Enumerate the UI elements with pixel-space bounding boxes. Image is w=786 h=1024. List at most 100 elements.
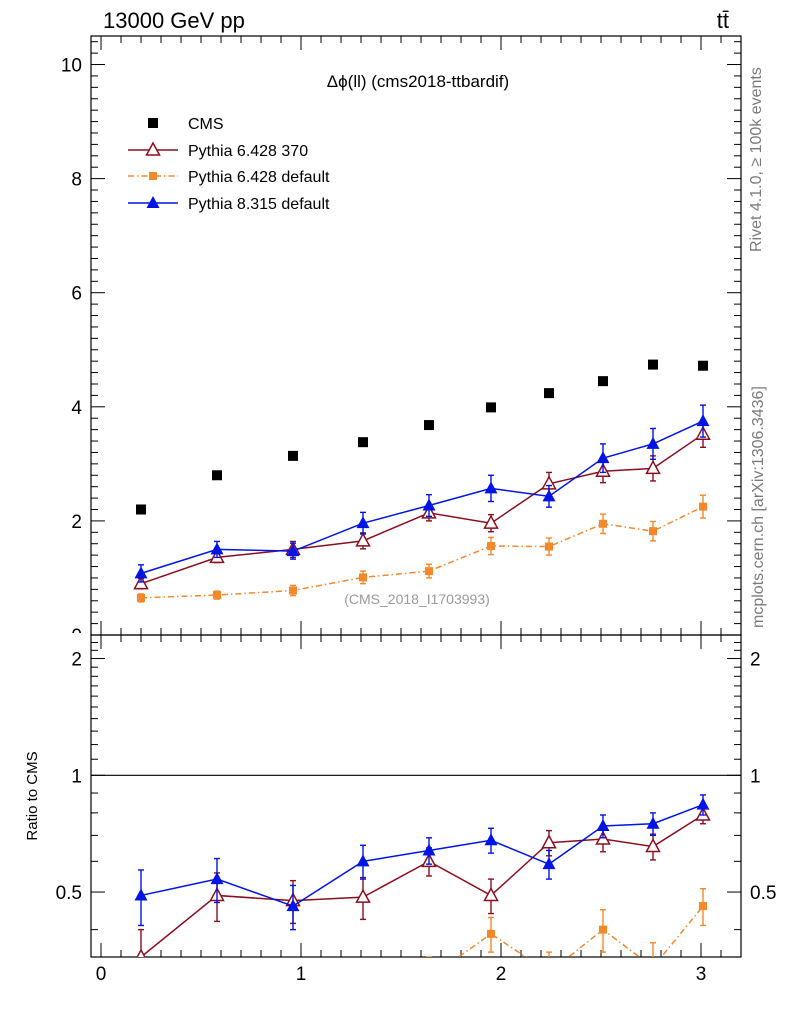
- legend-marker-pythia-6-428-370: [145, 141, 161, 156]
- legend: CMS Pythia 6.428 370 Pythia 6.428 default P…: [128, 116, 330, 213]
- ratio-tick-label-right: 0.5: [750, 883, 776, 904]
- ratio-line-pythia-6-428-default: [457, 905, 704, 957]
- legend-label-pythia-8-315-default: Pythia 8.315 default: [188, 196, 330, 213]
- ratio-point-pythia-8-315-default: [542, 857, 556, 870]
- data-point-pythia-8-315-default: [286, 544, 300, 557]
- plot-title: Δϕ(ll) (cms2018-ttbardif): [327, 72, 509, 91]
- analysis-watermark: (CMS_2018_I1703993): [344, 591, 490, 607]
- series-line-pythia-6-428-default: [140, 505, 704, 599]
- data-point-pythia-6-428-default: [213, 591, 221, 600]
- legend-entry-pythia-6-428-default: Pythia 6.428 default: [128, 169, 330, 186]
- ratio-point-pythia-6-428-default: [599, 925, 607, 934]
- data-point-cms: [288, 450, 298, 461]
- legend-entry-cms: CMS: [148, 116, 224, 133]
- ratio-point-pythia-8-315-default: [210, 872, 224, 885]
- y-tick-label: 4: [71, 398, 82, 419]
- ratio-point-pythia-6-428-default: [425, 974, 433, 982]
- ratio-point-pythia-6-428-370: [355, 888, 371, 903]
- ratio-point-pythia-6-428-default: [137, 974, 145, 982]
- data-point-pythia-8-315-default: [210, 542, 224, 555]
- data-point-cms: [648, 359, 658, 370]
- ratio-point-pythia-8-315-default: [286, 899, 300, 912]
- data-point-pythia-6-428-370: [483, 514, 499, 529]
- data-point-cms: [698, 360, 708, 371]
- series-pythia-8-315-default: [134, 404, 710, 583]
- y-tick-label: 10: [61, 56, 82, 77]
- ratio-axis-label: Ratio to CMS: [24, 751, 41, 840]
- ratio-tick-label-right: 1: [750, 766, 761, 787]
- legend-entry-pythia-8-315-default: Pythia 8.315 default: [128, 196, 330, 213]
- data-point-pythia-6-428-default: [425, 567, 433, 576]
- y-tick-label-zero: 0: [71, 626, 82, 647]
- data-point-pythia-6-428-default: [649, 527, 657, 536]
- y-tick-label: 2: [71, 512, 82, 533]
- ratio-point-pythia-8-315-default: [484, 833, 498, 846]
- x-tick-label: 2: [496, 964, 507, 985]
- data-point-cms: [598, 376, 608, 387]
- data-point-pythia-8-315-default: [422, 498, 436, 511]
- ratio-point-pythia-6-428-default: [699, 902, 707, 911]
- ratio-point-pythia-6-428-370: [645, 837, 661, 853]
- mcplots-label: mcplots.cern.ch [arXiv:1306.3436]: [750, 386, 767, 628]
- ratio-line-pythia-8-315-default: [140, 803, 704, 907]
- series-line-pythia-6-428-370: [140, 433, 704, 585]
- legend-marker-pythia-6-428-default: [149, 172, 157, 180]
- x-tick-label: 3: [696, 964, 707, 985]
- x-tick-label: 1: [296, 964, 307, 985]
- data-point-cms: [424, 420, 434, 431]
- data-point-pythia-6-428-default: [599, 519, 607, 528]
- ratio-point-pythia-8-315-default: [356, 854, 370, 867]
- ratio-panel-frame: [90, 634, 742, 958]
- data-point-pythia-6-428-default: [545, 542, 553, 551]
- ratio-point-pythia-8-315-default: [134, 888, 148, 901]
- ratio-tick-label-right: 2: [750, 650, 761, 671]
- data-point-pythia-8-315-default: [134, 566, 148, 579]
- data-point-pythia-8-315-default: [696, 414, 710, 427]
- series-line-pythia-8-315-default: [140, 420, 704, 575]
- data-point-cms: [358, 437, 368, 448]
- ratio-point-pythia-6-428-default: [213, 1005, 221, 1013]
- ratio-point-pythia-8-315-default: [596, 819, 610, 832]
- ratio-point-pythia-6-428-370: [483, 886, 499, 902]
- data-point-pythia-8-315-default: [542, 489, 556, 502]
- data-point-pythia-6-428-370: [645, 459, 661, 475]
- ratio-tick-label-left: 0.5: [56, 883, 82, 904]
- legend-label-cms: CMS: [188, 116, 224, 133]
- y-tick-label: 8: [71, 170, 82, 191]
- data-point-pythia-6-428-370: [133, 575, 149, 590]
- data-point-pythia-6-428-default: [289, 586, 297, 595]
- ratio-point-pythia-6-428-370: [136, 948, 146, 957]
- ratio-point-pythia-6-428-default: [545, 969, 553, 977]
- data-point-pythia-8-315-default: [646, 436, 660, 449]
- data-point-pythia-8-315-default: [484, 481, 498, 494]
- ratio-point-pythia-6-428-default: [649, 963, 657, 971]
- data-point-pythia-8-315-default: [596, 451, 610, 464]
- data-point-cms: [486, 402, 496, 413]
- ratio-point-pythia-8-315-default: [646, 816, 660, 829]
- ratio-line-pythia-6-428-370: [140, 814, 704, 957]
- data-point-pythia-6-428-default: [137, 593, 145, 602]
- ratio-series-pythia-6-428-default: [137, 888, 707, 1013]
- ratio-point-pythia-6-428-default: [289, 1005, 297, 1013]
- series-pythia-6-428-default: [137, 494, 707, 603]
- ratio-point-pythia-6-428-default: [487, 929, 495, 938]
- series-cms: [136, 359, 708, 515]
- ratio-tick-label-left: 2: [71, 650, 82, 671]
- series-pythia-6-428-370: [133, 420, 711, 590]
- ratio-point-pythia-6-428-default: [359, 974, 367, 982]
- data-point-pythia-6-428-default: [699, 502, 707, 511]
- rivet-version-label: Rivet 4.1.0, ≥ 100k events: [748, 67, 765, 252]
- legend-entry-pythia-6-428-370: Pythia 6.428 370: [128, 141, 308, 160]
- data-point-cms: [544, 388, 554, 399]
- y-tick-label: 6: [71, 284, 82, 305]
- data-point-pythia-8-315-default: [356, 516, 370, 529]
- data-point-pythia-6-428-370: [355, 532, 371, 547]
- ratio-series-pythia-6-428-370: [136, 805, 711, 957]
- ratio-tick-label-left: 1: [71, 766, 82, 787]
- ratio-point-pythia-8-315-default: [422, 843, 436, 856]
- process-label: tt̄: [717, 8, 729, 33]
- axes: 0 1 2 3 2 4 6 8 10 0 0.5 0.5 1 1 2 2: [56, 36, 776, 985]
- legend-marker-cms: [148, 118, 158, 128]
- data-point-cms: [136, 504, 146, 515]
